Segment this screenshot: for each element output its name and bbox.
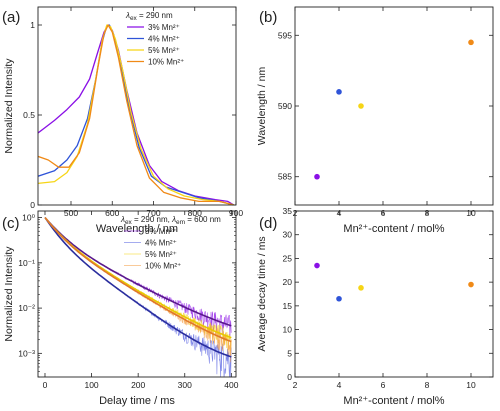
x-axis-label: Delay time / ms — [99, 395, 175, 407]
y-tick-label: 5 — [287, 348, 292, 358]
legend-entry: 5% Mn²⁺ — [145, 250, 177, 259]
y-tick-label: 15 — [283, 301, 293, 311]
series-line — [38, 24, 235, 205]
y-tick-label: 0.5 — [23, 110, 35, 120]
series-fit-line — [44, 217, 232, 343]
series-fit-line — [44, 217, 232, 358]
y-tick-label: 590 — [278, 101, 292, 111]
x-axis-label: Wavelength / nm — [96, 223, 178, 235]
x-tick-label: 8 — [425, 380, 430, 390]
x-tick-label: 700 — [146, 208, 160, 218]
data-point — [358, 285, 364, 291]
panel-label: (c) — [2, 215, 20, 232]
y-axis-label: Normalized Intensity — [3, 58, 15, 154]
y-axis-label: Wavelength / nm — [256, 67, 268, 146]
data-point — [336, 89, 342, 95]
legend: λex​ = 290 nm3% Mn²⁺ 4% Mn²⁺ 5% Mn²⁺ 10% Mn… — [125, 11, 184, 67]
y-tick-label: 585 — [278, 172, 292, 182]
panel-c: (c) 0 100 200 300 400 10⁻³ 10⁻² 10⁻¹ 10⁰ Delay tim… — [2, 210, 239, 407]
series-line — [38, 24, 235, 205]
legend-title: λex​ = 290 nm — [125, 11, 173, 22]
legend-entry: 4% Mn²⁺ — [145, 239, 177, 248]
y-tick-label: 0 — [287, 372, 292, 382]
x-tick-label: 400 — [224, 380, 238, 390]
plot-area — [314, 39, 474, 180]
data-point — [468, 39, 474, 46]
y-tick-label: 0 — [30, 200, 35, 210]
y-tick-label: 10⁻³ — [18, 348, 35, 358]
legend-entry: 4% Mn²⁺ — [148, 35, 180, 44]
plot-frame — [294, 6, 494, 206]
y-tick-label: 10⁰ — [22, 213, 35, 223]
x-tick-label: 6 — [381, 380, 386, 390]
y-tick-label: 10 — [283, 325, 293, 335]
legend-title: λex​ = 290 nm, λem​ = 600 nm — [120, 215, 221, 226]
y-tick-label: 35 — [283, 206, 293, 216]
x-tick-label: 0 — [43, 380, 48, 390]
y-tick-label: 595 — [278, 30, 292, 40]
series-raw-data — [44, 217, 232, 377]
plot-frame — [37, 6, 237, 206]
legend: λex​ = 290 nm, λem​ = 600 nm3% Mn²⁺ 4% Mn… — [120, 215, 221, 271]
legend-entry: 10% Mn²⁺ — [145, 262, 181, 271]
plot-frame — [294, 210, 494, 378]
x-tick-label: 800 — [188, 208, 202, 218]
data-point — [314, 173, 320, 180]
data-point — [336, 295, 342, 302]
x-tick-label: 200 — [131, 380, 145, 390]
y-axis-label: Average decay time / ms — [256, 236, 268, 351]
plot-area — [38, 24, 235, 205]
legend-entry: 5% Mn²⁺ — [148, 46, 180, 55]
series-line — [38, 24, 235, 205]
panel-label: (b) — [259, 9, 277, 26]
x-tick-label: 600 — [105, 208, 119, 218]
y-tick-label: 10⁻¹ — [18, 258, 35, 268]
legend-entry: 10% Mn²⁺ — [148, 58, 184, 67]
x-tick-label: 2 — [293, 380, 298, 390]
panel-label: (d) — [259, 215, 277, 232]
y-tick-label: 1 — [30, 20, 35, 30]
legend-entry: 3% Mn²⁺ — [148, 23, 180, 32]
x-tick-label: 10 — [466, 380, 476, 390]
x-tick-label: 300 — [178, 380, 192, 390]
series-fit-line — [44, 217, 232, 327]
x-axis-label: Mn²⁺-content / mol% — [343, 395, 444, 407]
x-axis-label: Mn²⁺-content / mol% — [343, 223, 444, 235]
data-point — [468, 281, 474, 288]
panel-label: (a) — [2, 9, 20, 26]
plot-frame — [37, 210, 237, 378]
y-tick-label: 10⁻² — [18, 303, 35, 313]
y-axis-label: Normalized Intensity — [3, 246, 15, 342]
plot-area — [44, 217, 232, 377]
data-point — [358, 103, 364, 109]
x-tick-label: 500 — [64, 208, 78, 218]
y-tick-label: 25 — [283, 253, 293, 263]
series-raw-data — [44, 217, 232, 340]
x-tick-label: 4 — [337, 380, 342, 390]
plot-area — [314, 262, 474, 302]
panel-d: (d) 2 4 6 8 10 0 5 10 15 20 25 30 35 Mn²⁺-content / mo… — [256, 206, 494, 407]
x-tick-label: 100 — [84, 380, 98, 390]
legend-entry: 3% Mn²⁺ — [145, 227, 177, 236]
y-tick-label: 20 — [283, 277, 293, 287]
data-point — [314, 262, 320, 269]
y-tick-label: 30 — [283, 230, 293, 240]
series-line — [38, 24, 235, 205]
panel-b: (b)246810585590595Mn²⁺-content / mol%Wav… — [256, 6, 494, 235]
